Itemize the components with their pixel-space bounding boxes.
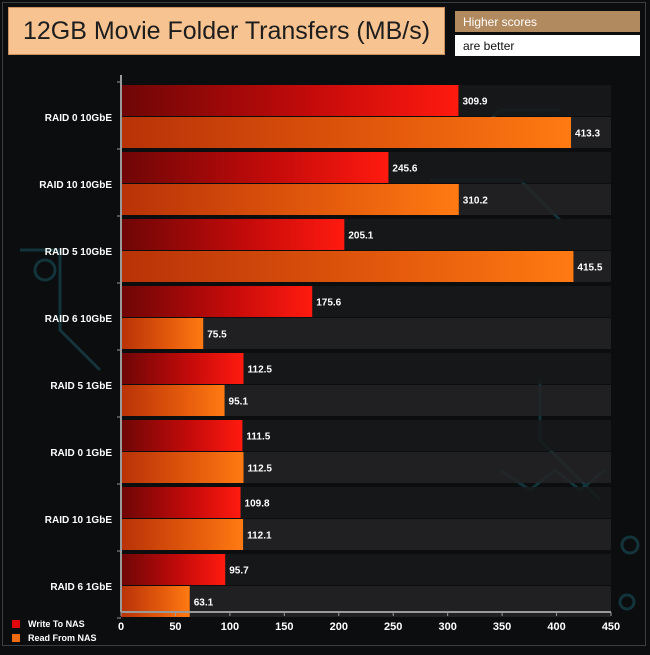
bar-read (121, 452, 244, 483)
bar-write (121, 152, 389, 183)
bar-write (121, 85, 459, 116)
data-label: 63.1 (194, 598, 214, 609)
data-label: 309.9 (462, 97, 487, 108)
data-label: 95.1 (229, 397, 249, 408)
x-tick-label: 200 (330, 621, 348, 633)
data-label: 245.6 (392, 164, 417, 175)
category-label: RAID 6 1GbE (50, 582, 112, 593)
bars: 309.9 413.3 245.6 310.2 205.1 415.5 175.6 75.5 1… (121, 85, 603, 617)
bar-write (121, 420, 243, 451)
bar-read (121, 251, 574, 282)
category-label: RAID 5 10GbE (45, 247, 113, 258)
legend-item-read: Read From NAS (12, 631, 97, 645)
legend-swatch-read (12, 634, 20, 642)
bar-write (121, 219, 345, 250)
data-label: 75.5 (207, 330, 227, 341)
data-label: 415.5 (577, 263, 602, 274)
note-higher-scores: Higher scores (455, 11, 640, 32)
x-tick-label: 50 (169, 621, 181, 633)
data-label: 413.3 (575, 129, 600, 140)
x-tick-label: 400 (547, 621, 565, 633)
bar-write (121, 353, 244, 384)
legend-label-read: Read From NAS (28, 633, 97, 643)
x-tick-label: 0 (118, 621, 124, 633)
data-label: 112.5 (248, 464, 273, 475)
category-label: RAID 0 10GbE (45, 113, 113, 124)
category-label: RAID 6 10GbE (45, 314, 113, 325)
legend-label-write: Write To NAS (28, 619, 85, 629)
legend-item-write: Write To NAS (12, 617, 97, 631)
bar-read (121, 385, 225, 416)
bar-read (121, 318, 204, 349)
data-label: 95.7 (229, 566, 249, 577)
bar-write (121, 286, 313, 317)
x-tick-label: 350 (493, 621, 511, 633)
data-label: 310.2 (463, 196, 488, 207)
category-label: RAID 5 1GbE (50, 381, 112, 392)
category-label: RAID 0 1GbE (50, 448, 112, 459)
note-are-better: are better (455, 35, 640, 56)
data-label: 111.5 (246, 432, 270, 443)
data-label: 112.1 (247, 531, 272, 542)
x-tick-label: 300 (438, 621, 456, 633)
bar-write (121, 554, 226, 585)
legend-swatch-write (12, 620, 20, 628)
data-label: 109.8 (245, 499, 270, 510)
bar-read (121, 519, 244, 550)
axes: RAID 0 10GbE RAID 10 10GbE RAID 5 10GbE RAI… (39, 75, 620, 633)
bar-read (121, 117, 572, 148)
category-label: RAID 10 1GbE (45, 515, 113, 526)
x-tick-label: 250 (384, 621, 402, 633)
data-label: 205.1 (348, 231, 373, 242)
data-label: 175.6 (316, 298, 341, 309)
bar-write (121, 487, 241, 518)
x-tick-label: 150 (275, 621, 293, 633)
category-label: RAID 10 10GbE (39, 180, 112, 191)
chart-title: 12GB Movie Folder Transfers (MB/s) (8, 7, 445, 55)
data-label: 112.5 (248, 365, 273, 376)
legend: Write To NAS Read From NAS (12, 617, 97, 645)
bar-read (121, 184, 459, 215)
x-tick-label: 450 (602, 621, 620, 633)
x-tick-label: 100 (221, 621, 239, 633)
